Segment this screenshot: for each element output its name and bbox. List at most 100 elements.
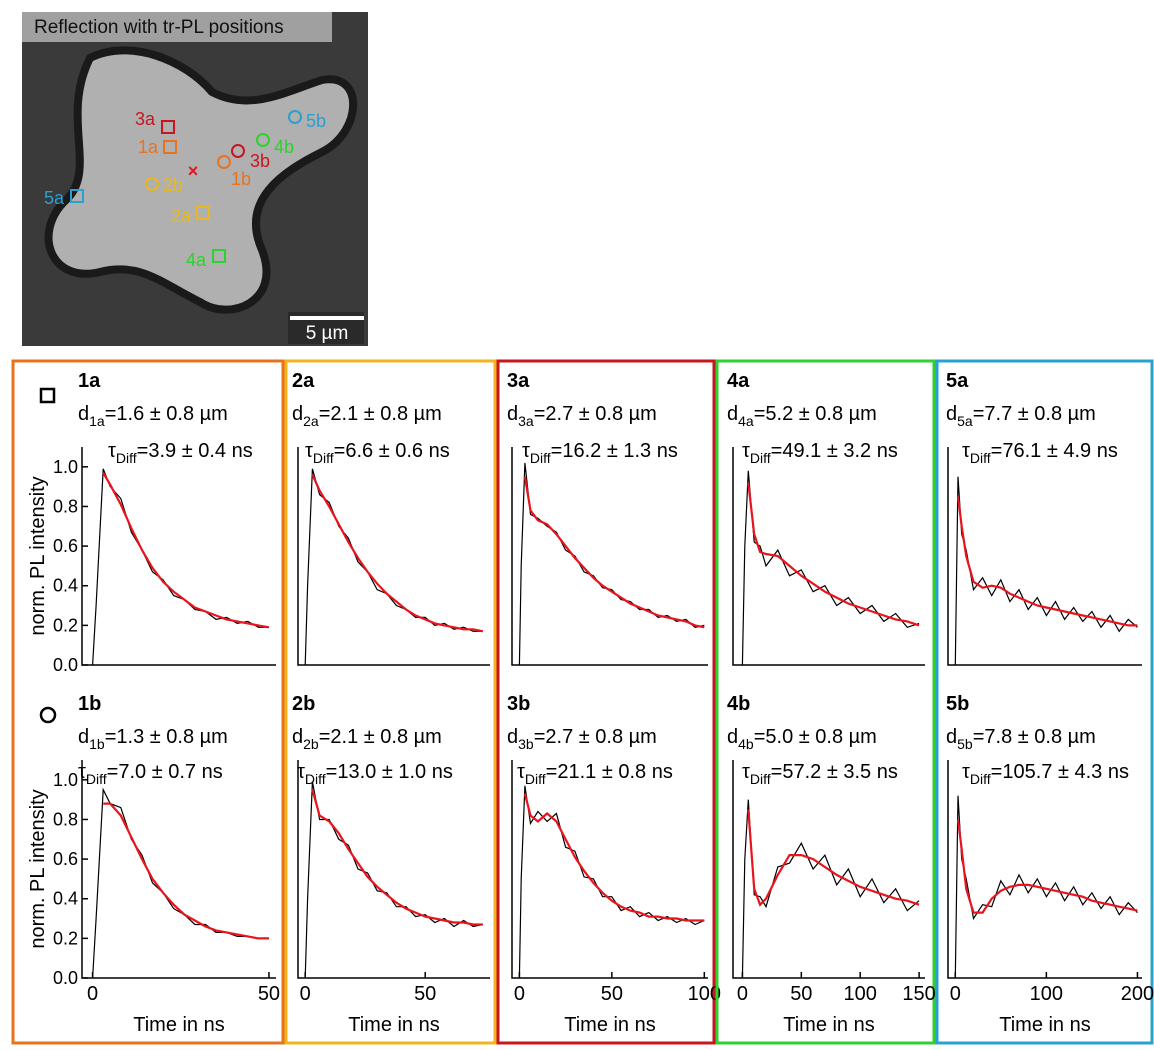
axes	[732, 447, 925, 666]
distance-subscript: 1a	[89, 413, 105, 429]
tau-annotation: τDiff=21.1 ± 0.8 ns	[517, 761, 673, 787]
tau-subscript: Diff	[970, 771, 991, 787]
distance-subscript: 2a	[303, 413, 319, 429]
tau-value: =49.1 ± 3.2 ns	[771, 440, 898, 462]
tau-annotation: τDiff=13.0 ± 1.0 ns	[297, 761, 453, 787]
tau-annotation: τDiff=105.7 ± 4.3 ns	[962, 761, 1129, 787]
tau-subscript: Diff	[750, 771, 771, 787]
marker-label: 3a	[135, 109, 156, 129]
tau-annotation: τDiff=3.9 ± 0.4 ns	[108, 440, 253, 466]
title-box	[22, 12, 332, 42]
distance-value: =2.1 ± 0.8 µm	[319, 403, 442, 425]
tau-annotation: τDiff=7.0 ± 0.7 ns	[78, 761, 223, 787]
tau-symbol: τ	[962, 440, 970, 462]
marker-label: 3b	[250, 151, 270, 171]
distance-value: =2.7 ± 0.8 µm	[534, 403, 657, 425]
distance-annotation: d5b=7.8 ± 0.8 µm	[946, 726, 1096, 752]
distance-subscript: 5a	[957, 413, 973, 429]
tau-symbol: τ	[742, 440, 750, 462]
panel-label: 2b	[292, 693, 315, 715]
panel-frame	[496, 359, 716, 702]
tau-annotation: τDiff=49.1 ± 3.2 ns	[742, 440, 898, 466]
x-tick-label: 150	[902, 983, 935, 1005]
x-tick-label: 50	[790, 983, 812, 1005]
marker-label: 1b	[231, 169, 251, 189]
distance-symbol: d	[78, 403, 89, 425]
data-line	[741, 470, 920, 666]
circle-symbol	[39, 706, 57, 724]
distance-annotation: d1a=1.6 ± 0.8 µm	[78, 403, 228, 429]
panel-frame	[935, 702, 1154, 1045]
panel-label: 3a	[507, 370, 530, 392]
x-tick-label: 100	[844, 983, 877, 1005]
scale-label: 5 µm	[306, 323, 349, 344]
marker-circle	[288, 110, 302, 124]
y-tick-label: 0.0	[53, 968, 78, 988]
distance-value: =7.8 ± 0.8 µm	[973, 726, 1096, 748]
tau-symbol: τ	[517, 761, 525, 783]
fit-line	[311, 789, 483, 926]
tau-subscript: Diff	[970, 450, 991, 466]
marker-label: 2a	[171, 206, 192, 226]
marker-label: 5a	[44, 188, 65, 208]
fit-line	[523, 793, 705, 922]
distance-annotation: d2a=2.1 ± 0.8 µm	[292, 403, 442, 429]
marker-square	[212, 249, 226, 263]
distance-symbol: d	[727, 403, 738, 425]
x-axis-label: Time in ns	[564, 1014, 656, 1036]
distance-annotation: d2b=2.1 ± 0.8 µm	[292, 726, 442, 752]
x-tick-label: 50	[258, 983, 280, 1005]
data-line	[518, 462, 705, 666]
x-tick-label: 0	[87, 983, 98, 1005]
x-tick-label: 200	[1121, 983, 1154, 1005]
x-axis-label: Time in ns	[999, 1014, 1091, 1036]
distance-annotation: d5a=7.7 ± 0.8 µm	[946, 403, 1096, 429]
fit-line	[311, 474, 484, 633]
y-tick-label: 0.8	[53, 496, 78, 516]
marker-label: 4a	[186, 250, 207, 270]
panel-frame	[11, 702, 285, 1045]
marker-square	[161, 120, 175, 134]
y-axis-label: norm. PL intensity	[27, 476, 49, 635]
panel-frame	[935, 359, 1154, 702]
tau-annotation: τDiff=6.6 ± 0.6 ns	[305, 440, 450, 466]
marker-square	[196, 206, 210, 220]
axes	[81, 760, 276, 979]
tau-symbol: τ	[297, 761, 305, 783]
y-axis-label: norm. PL intensity	[27, 789, 49, 948]
data-line	[304, 781, 483, 979]
tau-symbol: τ	[962, 761, 970, 783]
y-tick-label: 0.6	[53, 536, 78, 556]
x-tick-label: 0	[737, 983, 748, 1005]
axes	[511, 760, 708, 979]
x-tick-label: 50	[601, 983, 623, 1005]
marker-circle	[256, 133, 270, 147]
panel-label: 4a	[727, 370, 750, 392]
distance-annotation: d3b=2.7 ± 0.8 µm	[507, 726, 657, 752]
fit-line	[956, 819, 1138, 914]
distance-subscript: 3b	[518, 736, 534, 752]
y-tick-label: 1.0	[53, 457, 78, 477]
tau-value: =105.7 ± 4.3 ns	[991, 761, 1129, 783]
tau-symbol: τ	[522, 440, 530, 462]
distance-symbol: d	[946, 403, 957, 425]
x-axis-label: Time in ns	[348, 1014, 440, 1036]
tau-subscript: Diff	[530, 450, 551, 466]
tau-value: =21.1 ± 0.8 ns	[546, 761, 673, 783]
tau-value: =7.0 ± 0.7 ns	[107, 761, 223, 783]
distance-symbol: d	[727, 726, 738, 748]
y-tick-label: 0.4	[53, 576, 78, 596]
panel-label: 1a	[78, 370, 101, 392]
marker-label: 4b	[274, 137, 294, 157]
tau-value: =76.1 ± 4.9 ns	[991, 440, 1118, 462]
panel-label: 2a	[292, 370, 315, 392]
distance-value: =1.6 ± 0.8 µm	[105, 403, 228, 425]
data-line	[741, 799, 920, 979]
tau-symbol: τ	[305, 440, 313, 462]
x-tick-label: 100	[1030, 983, 1063, 1005]
distance-symbol: d	[292, 726, 303, 748]
x-axis-label: Time in ns	[133, 1014, 225, 1036]
distance-symbol: d	[292, 403, 303, 425]
fit-line	[747, 809, 920, 907]
